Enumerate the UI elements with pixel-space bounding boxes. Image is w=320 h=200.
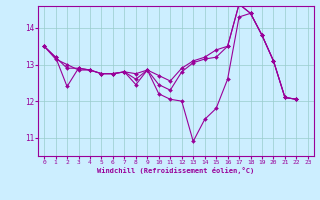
X-axis label: Windchill (Refroidissement éolien,°C): Windchill (Refroidissement éolien,°C) (97, 167, 255, 174)
